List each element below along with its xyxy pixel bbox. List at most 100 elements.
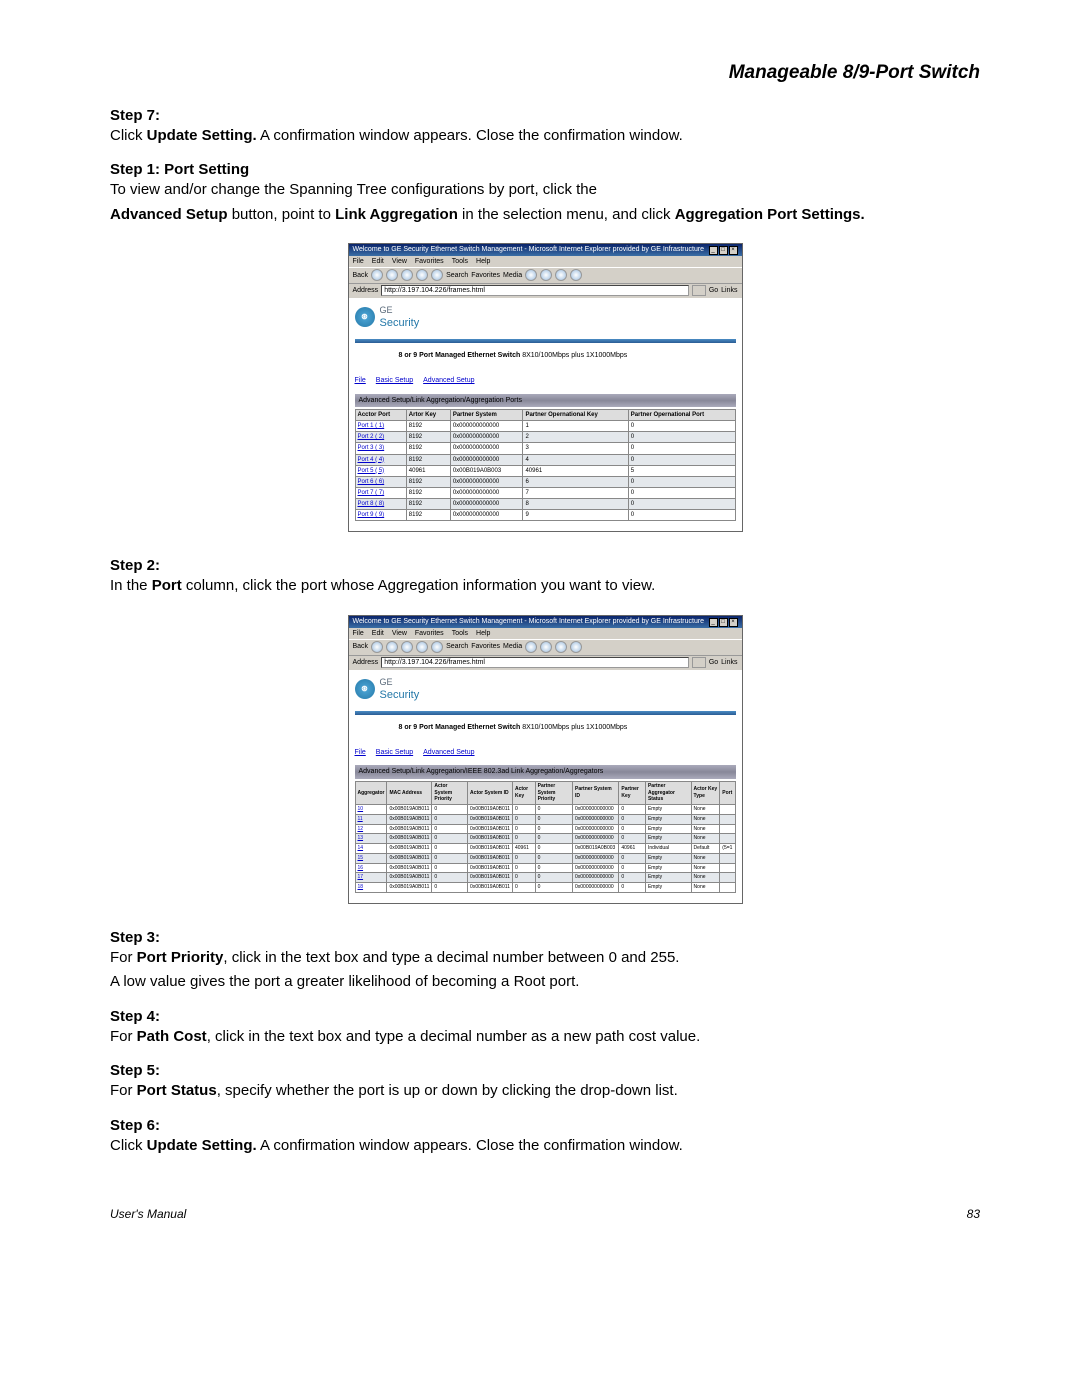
mail-icon[interactable]: [540, 269, 552, 281]
cell[interactable]: Port 5 ( 5): [355, 465, 406, 476]
cell[interactable]: Port 7 ( 7): [355, 487, 406, 498]
home-icon[interactable]: [431, 641, 443, 653]
close-icon[interactable]: ×: [729, 618, 738, 627]
table-row: Port 5 ( 5)409610x00B019A0B003409615: [355, 465, 735, 476]
menu-help[interactable]: Help: [476, 630, 490, 637]
minimize-icon[interactable]: _: [709, 618, 718, 627]
search-button[interactable]: Search: [446, 271, 468, 280]
cell[interactable]: 18: [355, 883, 387, 893]
cell: 0: [619, 824, 646, 834]
cell[interactable]: Port 4 ( 4): [355, 454, 406, 465]
minimize-icon[interactable]: _: [709, 246, 718, 255]
cell[interactable]: Port 9 ( 9): [355, 510, 406, 521]
cell[interactable]: Port 2 ( 2): [355, 432, 406, 443]
cell: 0x000000000000: [573, 883, 619, 893]
close-icon[interactable]: ×: [729, 246, 738, 255]
ge-banner: ⊛ GE Security: [349, 298, 742, 337]
go-button[interactable]: [692, 657, 706, 668]
menu-view[interactable]: View: [392, 258, 407, 265]
col: Partner System Priority: [535, 781, 572, 804]
tab-basic-setup[interactable]: Basic Setup: [376, 377, 413, 384]
cell[interactable]: 10: [355, 805, 387, 815]
media-button[interactable]: Media: [503, 642, 522, 651]
menu-help[interactable]: Help: [476, 258, 490, 265]
cell[interactable]: 12: [355, 824, 387, 834]
cell[interactable]: Port 3 ( 3): [355, 443, 406, 454]
menu-file[interactable]: File: [353, 630, 364, 637]
cell: 0: [619, 853, 646, 863]
back-button[interactable]: Back: [353, 271, 369, 280]
cell: 0: [513, 805, 536, 815]
nav-tabs: File Basic Setup Advanced Setup: [349, 372, 742, 389]
cell: 8192: [406, 432, 450, 443]
forward-icon[interactable]: [386, 641, 398, 653]
cell[interactable]: Port 6 ( 6): [355, 476, 406, 487]
cell[interactable]: 13: [355, 834, 387, 844]
cell[interactable]: 14: [355, 844, 387, 854]
print-icon[interactable]: [555, 269, 567, 281]
stop-icon[interactable]: [401, 269, 413, 281]
step4-title: Step 4:: [110, 1007, 980, 1027]
history-icon[interactable]: [525, 641, 537, 653]
text: column, click the port whose Aggregation…: [182, 577, 656, 594]
links-label[interactable]: Links: [721, 658, 737, 667]
cell[interactable]: 15: [355, 853, 387, 863]
col-port: Acctor Port: [355, 410, 406, 421]
cell[interactable]: 16: [355, 863, 387, 873]
search-button[interactable]: Search: [446, 642, 468, 651]
mail-icon[interactable]: [540, 641, 552, 653]
menu-view[interactable]: View: [392, 630, 407, 637]
ge-label-1: GE: [380, 676, 420, 688]
tab-advanced-setup[interactable]: Advanced Setup: [423, 749, 474, 756]
tab-file[interactable]: File: [355, 377, 366, 384]
back-icon[interactable]: [371, 641, 383, 653]
menu-favorites[interactable]: Favorites: [415, 258, 444, 265]
menu-edit[interactable]: Edit: [372, 630, 384, 637]
menu-tools[interactable]: Tools: [452, 258, 468, 265]
tab-file[interactable]: File: [355, 749, 366, 756]
cell: 0: [628, 421, 735, 432]
go-button[interactable]: [692, 285, 706, 296]
back-icon[interactable]: [371, 269, 383, 281]
menu-edit[interactable]: Edit: [372, 258, 384, 265]
cell[interactable]: Port 1 ( 1): [355, 421, 406, 432]
cell: 0x00B019A0B011: [468, 883, 513, 893]
cell: 0x000000000000: [450, 421, 523, 432]
links-label[interactable]: Links: [721, 286, 737, 295]
cell: 40961: [619, 844, 646, 854]
refresh-icon[interactable]: [416, 641, 428, 653]
table-row: 120x00B019A0B01100x00B019A0B011000x00000…: [355, 824, 735, 834]
cell: 0x00B019A0B011: [468, 834, 513, 844]
address-input[interactable]: http://3.197.104.226/frames.html: [381, 657, 689, 668]
cell[interactable]: 11: [355, 814, 387, 824]
tab-advanced-setup[interactable]: Advanced Setup: [423, 377, 474, 384]
menu-file[interactable]: File: [353, 258, 364, 265]
window-title: Welcome to GE Security Ethernet Switch M…: [353, 617, 705, 626]
back-button[interactable]: Back: [353, 642, 369, 651]
cell[interactable]: Port 8 ( 8): [355, 498, 406, 509]
tab-basic-setup[interactable]: Basic Setup: [376, 749, 413, 756]
favorites-button[interactable]: Favorites: [471, 642, 500, 651]
forward-icon[interactable]: [386, 269, 398, 281]
refresh-icon[interactable]: [416, 269, 428, 281]
screenshot-1: Welcome to GE Security Ethernet Switch M…: [348, 243, 743, 532]
home-icon[interactable]: [431, 269, 443, 281]
ge-banner: ⊛ GE Security: [349, 670, 742, 709]
media-button[interactable]: Media: [503, 271, 522, 280]
print-icon[interactable]: [555, 641, 567, 653]
maximize-icon[interactable]: □: [719, 618, 728, 627]
stop-icon[interactable]: [401, 641, 413, 653]
history-icon[interactable]: [525, 269, 537, 281]
cell: None: [691, 883, 720, 893]
menu-tools[interactable]: Tools: [452, 630, 468, 637]
cell[interactable]: 17: [355, 873, 387, 883]
address-input[interactable]: http://3.197.104.226/frames.html: [381, 285, 689, 296]
col-partner-op-port: Partner Opernational Port: [628, 410, 735, 421]
favorites-button[interactable]: Favorites: [471, 271, 500, 280]
window-controls: _□×: [708, 617, 738, 627]
edit-icon[interactable]: [570, 269, 582, 281]
edit-icon[interactable]: [570, 641, 582, 653]
maximize-icon[interactable]: □: [719, 246, 728, 255]
menu-favorites[interactable]: Favorites: [415, 630, 444, 637]
cell: 0x00B019A0B011: [468, 824, 513, 834]
